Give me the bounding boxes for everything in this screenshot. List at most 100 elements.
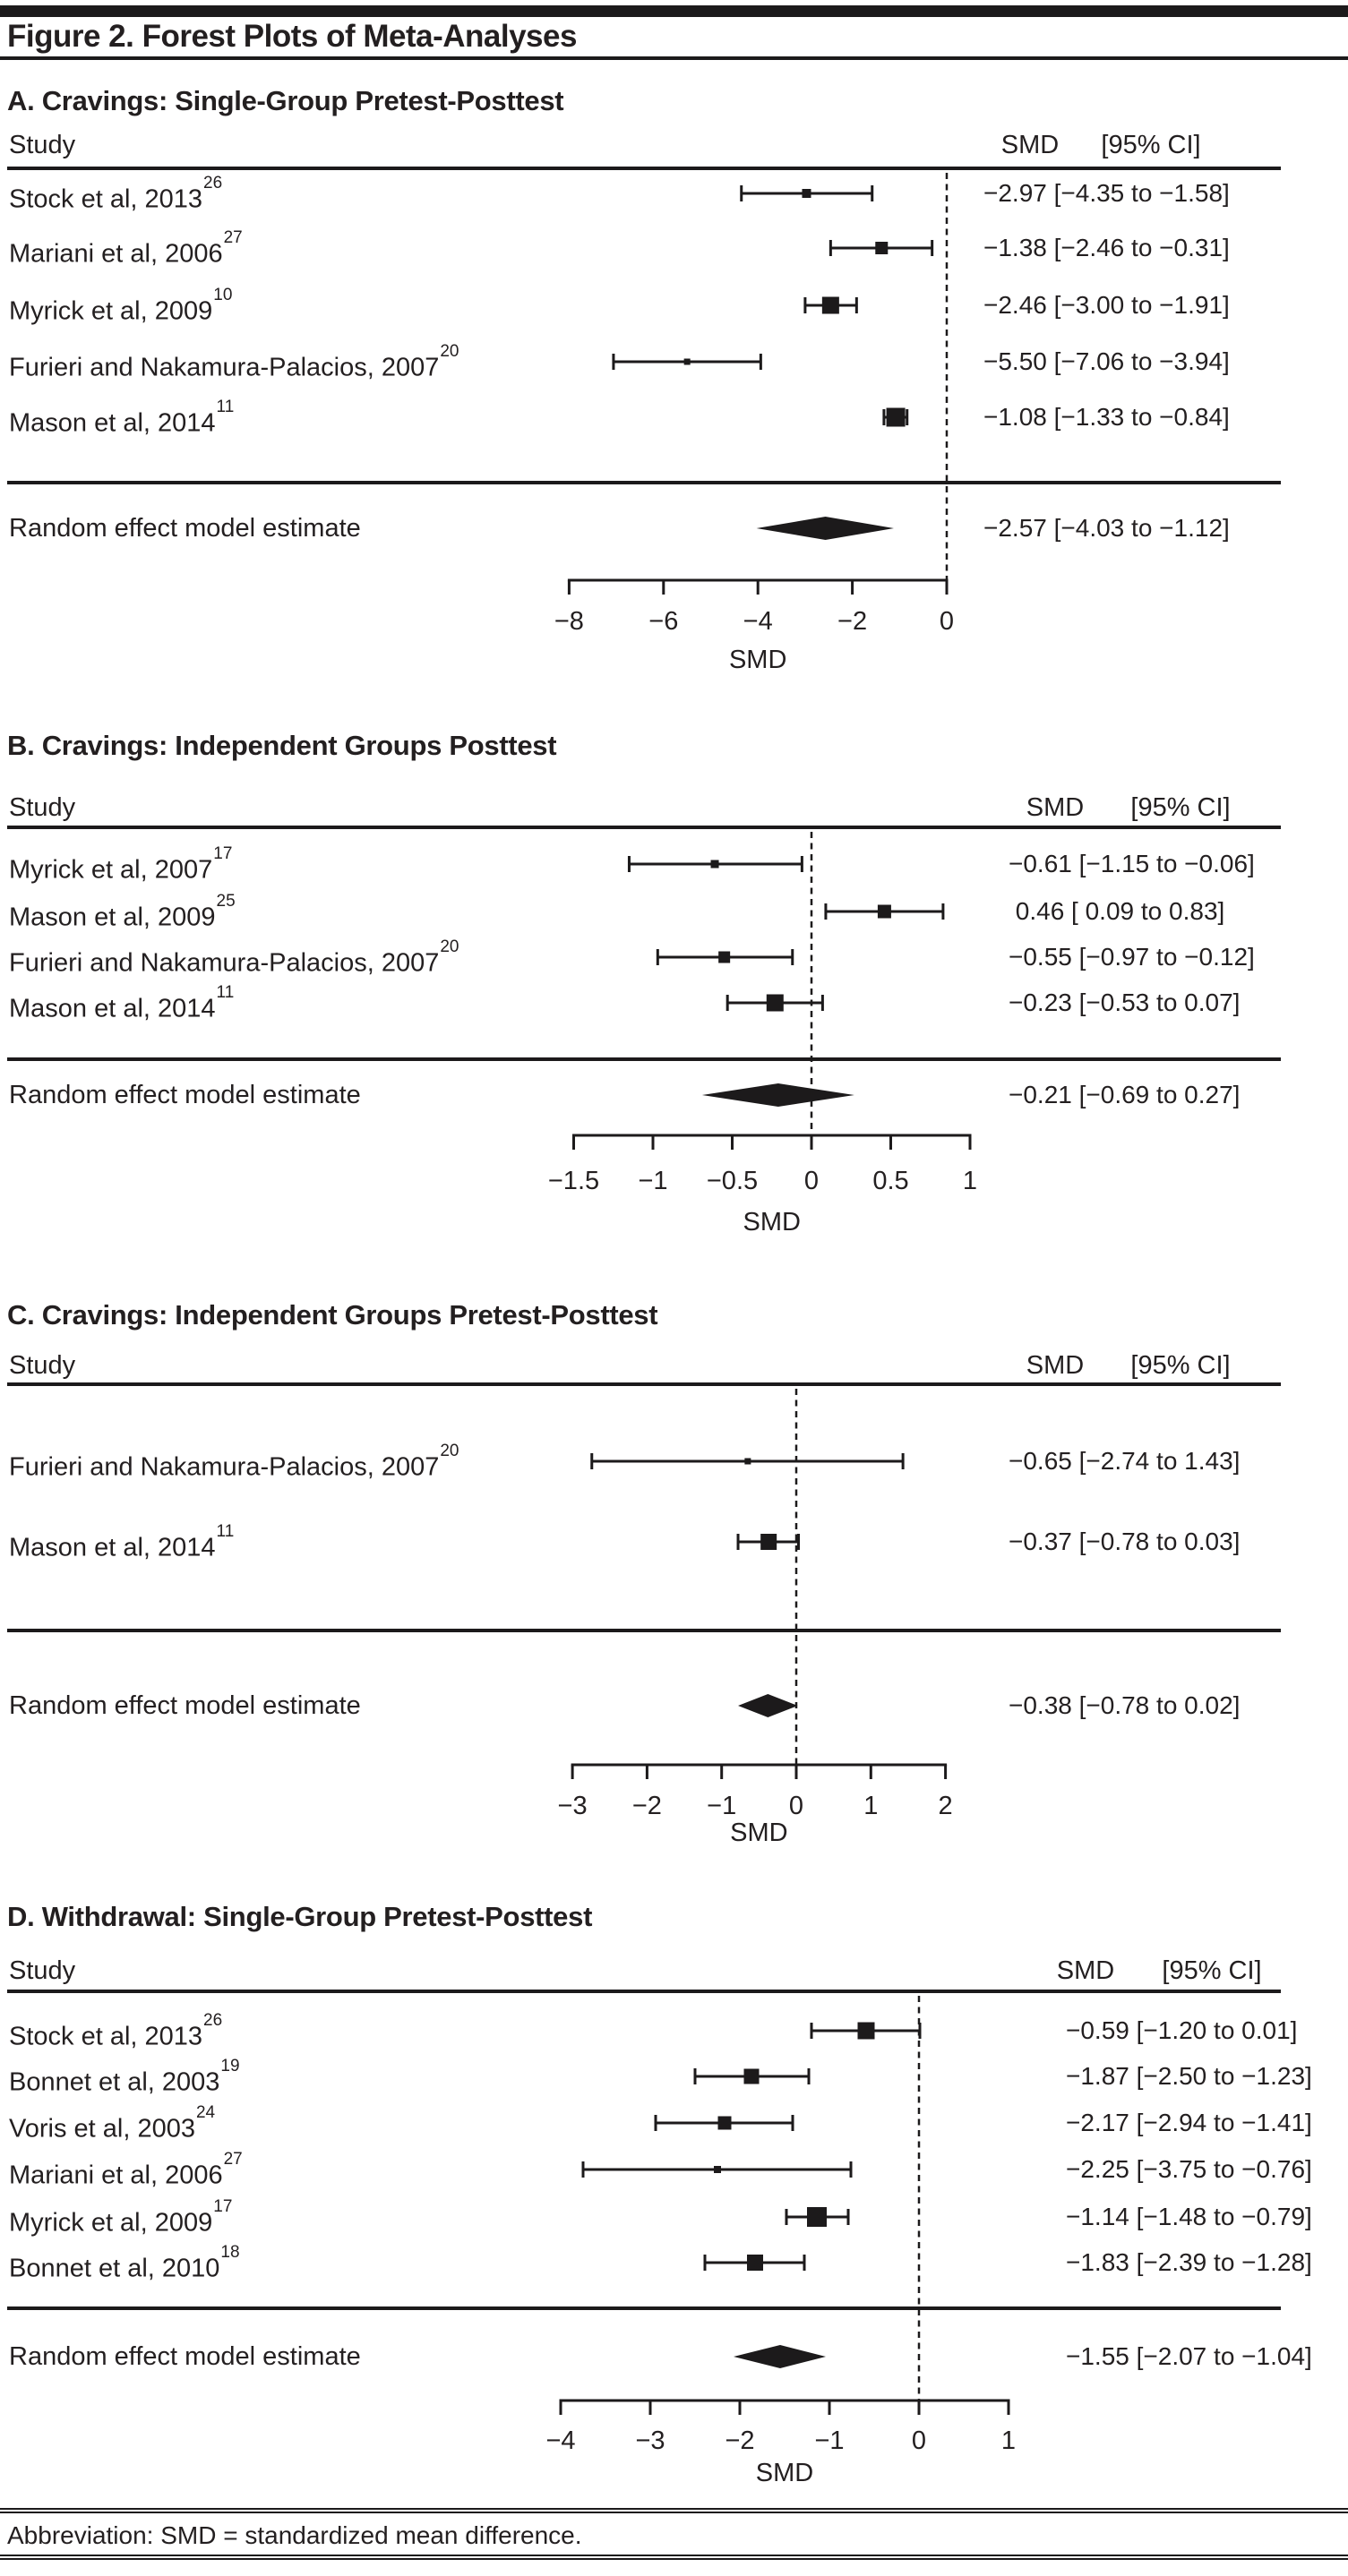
summary-label: Random effect model estimate xyxy=(9,514,361,543)
study-label: Mariani et al, 200627 xyxy=(9,228,243,270)
x-axis-tick-label: 1 xyxy=(863,1792,879,1820)
study-value: −2.46 [−3.00 to −1.91] xyxy=(983,291,1230,319)
summary-label: Random effect model estimate xyxy=(9,1691,361,1720)
panel-a-title: A. Cravings: Single-Group Pretest-Postte… xyxy=(7,85,564,116)
x-axis-tick-label: 0 xyxy=(939,607,955,636)
x-axis-tick-label: −3 xyxy=(635,2426,665,2455)
study-label: Mason et al, 201411 xyxy=(9,1522,234,1563)
panel-a-header-rule xyxy=(7,167,1281,170)
effect-square xyxy=(714,2166,721,2173)
panel-b-ci-column-header: [95% CI] xyxy=(1130,793,1231,822)
study-reference-number: 11 xyxy=(216,398,235,416)
study-label-text: Voris et al, 2003 xyxy=(9,2114,195,2144)
effect-square xyxy=(710,860,719,869)
x-axis-tick-label: −1 xyxy=(638,1167,668,1195)
study-value: −1.14 [−1.48 to −0.79] xyxy=(1066,2203,1312,2230)
study-reference-number: 17 xyxy=(213,2197,233,2216)
panel-d-title: D. Withdrawal: Single-Group Pretest-Post… xyxy=(7,1901,593,1932)
study-label: Voris et al, 200324 xyxy=(9,2103,215,2144)
x-axis-tick-label: 0 xyxy=(788,1792,804,1820)
x-axis-tick-label: −2 xyxy=(725,2426,755,2455)
effect-square xyxy=(857,2022,875,2040)
study-value: −1.38 [−2.46 to −0.31] xyxy=(983,234,1230,261)
study-reference-number: 20 xyxy=(440,342,459,361)
summary-diamond xyxy=(701,1083,854,1107)
study-value: −2.97 [−4.35 to −1.58] xyxy=(983,179,1230,207)
study-reference-number: 19 xyxy=(220,2057,240,2075)
panel-d-header-rule xyxy=(7,1990,1281,1993)
effect-square xyxy=(744,1458,751,1465)
study-label: Mariani et al, 200627 xyxy=(9,2150,243,2191)
x-axis-tick-label: 0 xyxy=(911,2426,927,2455)
study-label-text: Stock et al, 2013 xyxy=(9,2022,203,2051)
x-axis-tick-label: −1.5 xyxy=(547,1167,600,1195)
study-label-text: Furieri and Nakamura-Palacios, 2007 xyxy=(9,948,440,978)
x-axis-tick-label: 1 xyxy=(962,1167,978,1195)
x-axis-tick-label: −4 xyxy=(545,2426,576,2455)
study-label-text: Stock et al, 2013 xyxy=(9,184,203,214)
panel-b-separator-rule xyxy=(7,1057,1281,1061)
panel-b-title: B. Cravings: Independent Groups Posttest xyxy=(7,730,557,761)
x-axis-tick-label: −2 xyxy=(631,1792,662,1820)
study-reference-number: 11 xyxy=(216,1522,235,1541)
x-axis-tick-label: −0.5 xyxy=(706,1167,759,1195)
study-value: −0.59 [−1.20 to 0.01] xyxy=(1066,2016,1298,2044)
panel-c-title: C. Cravings: Independent Groups Pretest-… xyxy=(7,1299,658,1331)
study-value: −5.50 [−7.06 to −3.94] xyxy=(983,347,1230,375)
x-axis-tick-label: −2 xyxy=(837,607,868,636)
footnote-top-rule xyxy=(0,2508,1348,2513)
figure-top-bar xyxy=(0,5,1348,17)
study-reference-number: 24 xyxy=(195,2103,216,2122)
study-value: −0.37 [−0.78 to 0.03] xyxy=(1009,1528,1241,1555)
study-label-text: Furieri and Nakamura-Palacios, 2007 xyxy=(9,1452,440,1482)
study-value: −2.25 [−3.75 to −0.76] xyxy=(1066,2155,1312,2183)
study-label-text: Bonnet et al, 2010 xyxy=(9,2254,220,2283)
x-axis-tick-label: 1 xyxy=(1000,2426,1017,2455)
summary-value: −2.57 [−4.03 to −1.12] xyxy=(983,514,1230,542)
panel-b-study-column-header: Study xyxy=(9,793,76,822)
x-axis-title: SMD xyxy=(743,1208,801,1237)
study-value: −0.23 [−0.53 to 0.07] xyxy=(1009,988,1241,1016)
study-label: Myrick et al, 200717 xyxy=(9,844,232,886)
study-reference-number: 27 xyxy=(223,228,243,247)
panel-a-separator-rule xyxy=(7,481,1281,484)
figure-footnote: Abbreviation: SMD = standardized mean di… xyxy=(7,2521,582,2549)
panel-d-smd-column-header: SMD xyxy=(1056,1956,1115,1985)
summary-diamond xyxy=(734,2345,826,2368)
study-reference-number: 10 xyxy=(213,286,233,304)
study-reference-number: 18 xyxy=(220,2243,240,2262)
panel-b-smd-column-header: SMD xyxy=(1026,793,1085,822)
figure-title-rule xyxy=(0,56,1348,60)
panel-c-study-column-header: Study xyxy=(9,1351,76,1380)
x-axis-tick-label: −6 xyxy=(648,607,679,636)
effect-square xyxy=(886,407,906,427)
panel-d-ci-column-header: [95% CI] xyxy=(1162,1956,1262,1985)
study-value: 0.46 [ 0.09 to 0.83] xyxy=(1009,897,1225,925)
study-value: −1.87 [−2.50 to −1.23] xyxy=(1066,2062,1312,2090)
x-axis-tick-label: −8 xyxy=(554,607,584,636)
study-label: Mason et al, 201411 xyxy=(9,398,234,439)
study-value: −0.55 [−0.97 to −0.12] xyxy=(1009,943,1255,971)
study-value: −0.65 [−2.74 to 1.43] xyxy=(1009,1447,1241,1475)
panel-d-separator-rule xyxy=(7,2306,1281,2310)
study-label-text: Myrick et al, 2009 xyxy=(9,296,213,326)
effect-square xyxy=(875,242,889,254)
study-label-text: Mariani et al, 2006 xyxy=(9,239,223,269)
study-value: −1.08 [−1.33 to −0.84] xyxy=(983,403,1230,431)
study-label-text: Myrick et al, 2009 xyxy=(9,2208,213,2238)
study-reference-number: 20 xyxy=(440,937,459,956)
study-reference-number: 26 xyxy=(203,2011,223,2030)
effect-square xyxy=(747,2255,763,2271)
x-axis-tick-label: −1 xyxy=(707,1792,737,1820)
study-label-text: Mason et al, 2014 xyxy=(9,408,216,438)
panel-c-header-rule xyxy=(7,1382,1281,1386)
study-label: Furieri and Nakamura-Palacios, 200720 xyxy=(9,937,459,979)
summary-diamond xyxy=(738,1694,798,1717)
study-reference-number: 26 xyxy=(203,174,223,193)
study-label: Stock et al, 201326 xyxy=(9,174,222,215)
x-axis-tick-label: −4 xyxy=(743,607,773,636)
panel-a-study-column-header: Study xyxy=(9,131,76,159)
x-axis-title: SMD xyxy=(730,1819,788,1847)
study-value: −2.17 [−2.94 to −1.41] xyxy=(1066,2109,1312,2136)
panel-c-smd-column-header: SMD xyxy=(1026,1351,1085,1380)
